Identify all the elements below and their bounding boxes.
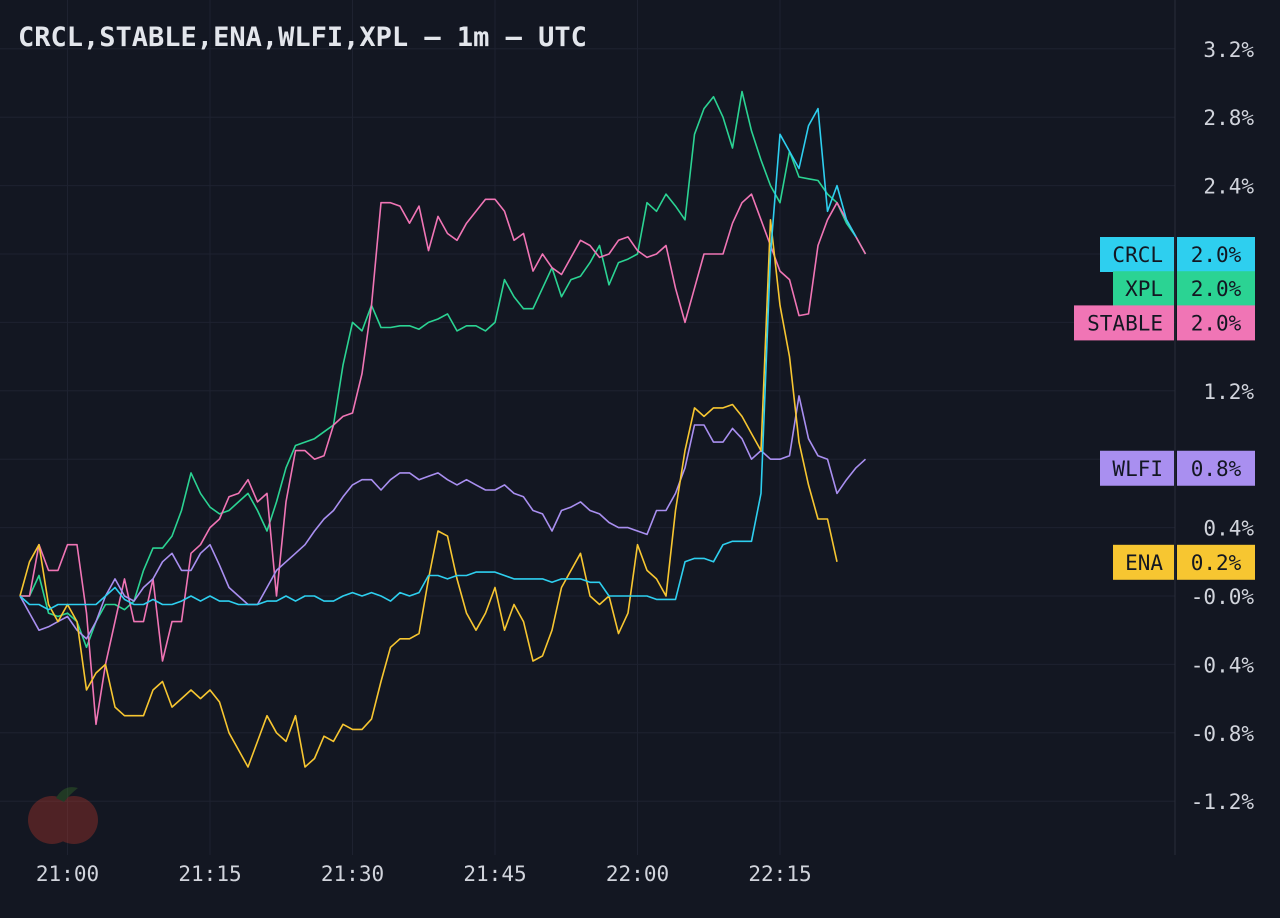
grid-lines (0, 0, 1175, 855)
series-name-tag (1100, 450, 1174, 486)
value-label-ena: ENA 0.2% (1113, 544, 1255, 580)
y-tick-label: 0.4% (1203, 517, 1254, 541)
x-tick-label: 22:15 (748, 862, 811, 886)
y-tick-label: -0.0% (1191, 585, 1255, 609)
x-tick-label: 21:00 (36, 862, 99, 886)
y-axis-ticks: 3.2% 2.8% 2.4% 1.2% 0.4% -0.0% -0.4% -0.8% -1.2% (1191, 38, 1255, 814)
y-tick-label: -0.8% (1191, 722, 1255, 746)
series-value-tag (1177, 237, 1255, 272)
series-name-text: WLFI (1112, 457, 1163, 481)
x-tick-label: 21:45 (463, 862, 526, 886)
series-name-text: XPL (1125, 277, 1163, 301)
peach-logo (28, 787, 98, 844)
x-tick-label: 22:00 (606, 862, 669, 886)
series-value-text: 0.8% (1191, 457, 1242, 481)
y-tick-label: -0.4% (1191, 653, 1255, 677)
series-value-text: 2.0% (1191, 243, 1242, 267)
series-line-crcl (19, 107, 857, 611)
x-tick-label: 21:15 (178, 862, 241, 886)
value-label-crcl: CRCL 2.0% (1100, 237, 1255, 272)
series-name-tag (1100, 237, 1174, 272)
series-value-text: 0.2% (1191, 551, 1242, 575)
series-line-stable (20, 193, 867, 726)
series-name-tag (1113, 544, 1174, 580)
y-tick-label: 1.2% (1203, 380, 1254, 404)
y-tick-label: 3.2% (1203, 38, 1254, 62)
series-value-tag (1177, 450, 1255, 486)
series-lines (19, 90, 867, 768)
x-axis-ticks: 21:00 21:15 21:30 21:45 22:00 22:15 (36, 862, 812, 886)
series-name-tag (1113, 271, 1174, 307)
series-value-text: 2.0% (1191, 277, 1242, 301)
series-value-tag (1177, 544, 1255, 580)
series-name-text: STABLE (1087, 311, 1163, 335)
x-tick-label: 21:30 (321, 862, 384, 886)
series-line-wlfi (19, 395, 867, 640)
value-label-xpl: XPL 2.0% (1113, 271, 1255, 307)
series-value-tag (1177, 305, 1255, 341)
value-label-wlfi: WLFI 0.8% (1100, 450, 1255, 486)
series-name-text: ENA (1125, 551, 1163, 575)
series-line-xpl (20, 90, 867, 649)
value-label-stable: STABLE 2.0% (1074, 305, 1255, 341)
series-line-ena (19, 219, 838, 768)
series-name-text: CRCL (1112, 243, 1163, 267)
series-value-text: 2.0% (1191, 311, 1242, 335)
series-value-tag (1177, 271, 1255, 307)
last-value-labels: CRCL 2.0% XPL 2.0% STABLE 2.0% WLFI 0.8% ENA 0.2% (1074, 237, 1255, 580)
y-tick-label: -1.2% (1191, 790, 1255, 814)
y-tick-label: 2.4% (1203, 175, 1254, 199)
series-name-tag (1074, 305, 1174, 341)
y-tick-label: 2.8% (1203, 106, 1254, 130)
chart-title: CRCL,STABLE,ENA,WLFI,XPL — 1m — UTC (18, 22, 587, 53)
